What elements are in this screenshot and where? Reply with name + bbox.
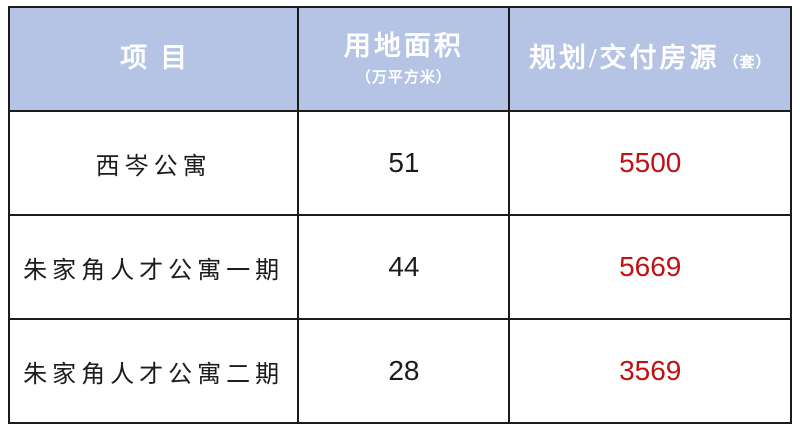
- apartment-projects-table: 项目 用地面积 （万平方米） 规划/交付房源 （套） 西岑公寓 51 5500 …: [7, 6, 792, 424]
- header-area-label: 用地面积: [343, 30, 464, 61]
- table-row: 朱家角人才公寓一期 44 5669: [7, 214, 792, 320]
- housing-units-value: 5500: [508, 110, 792, 216]
- header-area-unit-label: （万平方米）: [355, 70, 452, 87]
- table-row: 西岑公寓 51 5500: [7, 110, 792, 216]
- header-units-unit-label: （套）: [723, 55, 772, 72]
- project-name: 朱家角人才公寓二期: [7, 318, 300, 424]
- header-units-label: 规划/交付房源: [528, 43, 720, 74]
- housing-units-value: 5669: [508, 214, 792, 320]
- housing-units-value: 3569: [508, 318, 792, 424]
- land-area-value: 28: [297, 318, 511, 424]
- header-cell-project: 项目: [7, 6, 300, 112]
- land-area-value: 51: [297, 110, 511, 216]
- table-row: 朱家角人才公寓二期 28 3569: [7, 318, 792, 424]
- land-area-value: 44: [297, 214, 511, 320]
- header-project-label: 项目: [120, 43, 201, 74]
- table-header-row: 项目 用地面积 （万平方米） 规划/交付房源 （套）: [7, 6, 792, 112]
- header-cell-units: 规划/交付房源 （套）: [508, 6, 792, 112]
- table-body: 西岑公寓 51 5500 朱家角人才公寓一期 44 5669 朱家角人才公寓二期…: [7, 110, 792, 424]
- project-name: 朱家角人才公寓一期: [7, 214, 300, 320]
- project-name: 西岑公寓: [7, 110, 300, 216]
- header-cell-area: 用地面积 （万平方米）: [297, 6, 511, 112]
